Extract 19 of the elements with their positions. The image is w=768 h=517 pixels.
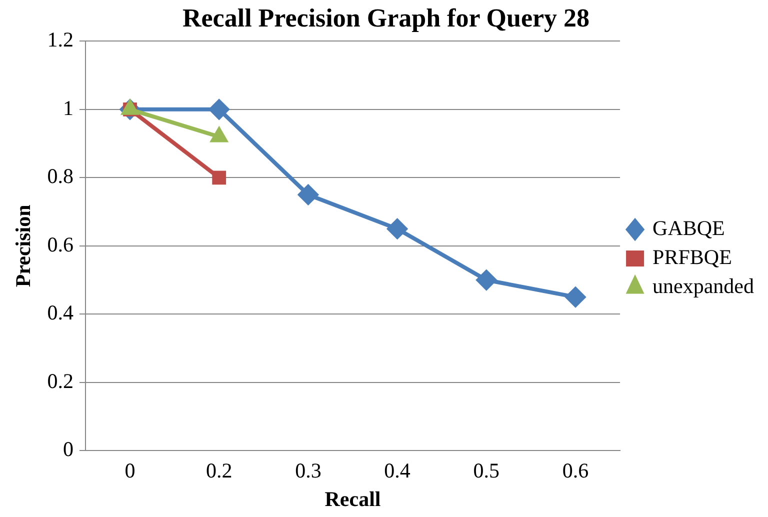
y-tick-label: 0.8 [47,164,74,188]
x-tick-label: 0.4 [384,458,411,483]
x-tick-label: 0.3 [295,458,322,483]
x-tick-label: 0 [124,458,136,483]
chart-title: Recall Precision Graph for Query 28 [182,3,590,32]
y-tick-label: 1 [62,96,74,120]
legend-label: GABQE [652,216,725,240]
legend-label: PRFBQE [652,245,732,270]
x-tick-label: 0.6 [562,458,589,483]
y-tick-label: 0 [62,437,74,462]
x-axis-title: Recall [324,486,381,511]
y-tick-label: 0.4 [47,300,74,325]
y-axis-title: Precision [11,204,36,288]
x-tick-label: 0.5 [473,458,500,483]
legend-label: unexpanded [652,274,754,298]
y-tick-label: 1.2 [47,28,74,52]
x-tick-label: 0.2 [206,458,232,483]
y-tick-label: 0.6 [47,232,74,256]
y-tick-label: 0.2 [47,368,74,393]
